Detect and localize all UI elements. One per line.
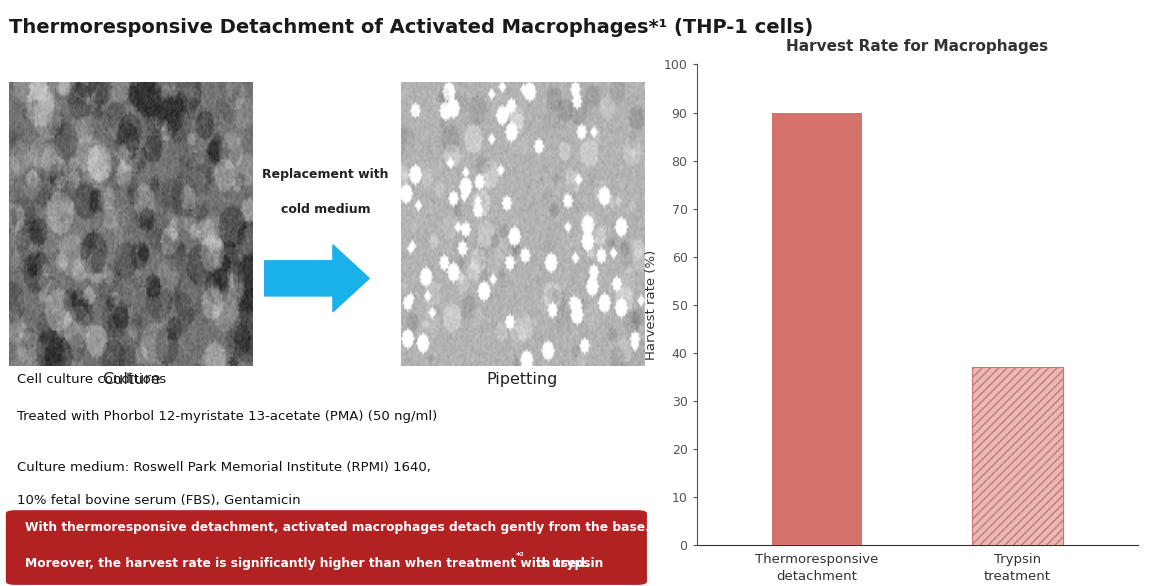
Text: Treated with Phorbol 12-myristate 13-acetate (PMA) (50 ng/ml): Treated with Phorbol 12-myristate 13-ace…	[17, 410, 438, 423]
Text: Replacement with: Replacement with	[262, 168, 389, 180]
Bar	[772, 113, 861, 545]
Text: 10% fetal bovine serum (FBS), Gentamicin: 10% fetal bovine serum (FBS), Gentamicin	[17, 493, 301, 507]
Text: Culture: Culture	[102, 372, 160, 387]
FancyArrow shape	[265, 245, 369, 312]
FancyBboxPatch shape	[6, 510, 647, 585]
Text: Culture medium: Roswell Park Memorial Institute (RPMI) 1640,: Culture medium: Roswell Park Memorial In…	[17, 461, 431, 473]
Text: is used.: is used.	[532, 557, 590, 570]
Title: Harvest Rate for Macrophages: Harvest Rate for Macrophages	[786, 39, 1048, 53]
Text: Thermoresponsive Detachment of Activated Macrophages*¹ (THP-1 cells): Thermoresponsive Detachment of Activated…	[9, 18, 814, 36]
Text: cold medium: cold medium	[281, 203, 370, 216]
Text: Moreover, the harvest rate is significantly higher than when treatment with tryp: Moreover, the harvest rate is significan…	[26, 557, 604, 570]
Y-axis label: Harvest rate (%): Harvest rate (%)	[646, 250, 658, 360]
Text: Cell culture conditions: Cell culture conditions	[17, 373, 166, 386]
Text: *²: *²	[517, 552, 525, 561]
Text: Pipetting: Pipetting	[486, 372, 558, 387]
Text: With thermoresponsive detachment, activated macrophages detach gently from the b: With thermoresponsive detachment, activa…	[26, 521, 650, 534]
Bar	[973, 367, 1062, 545]
